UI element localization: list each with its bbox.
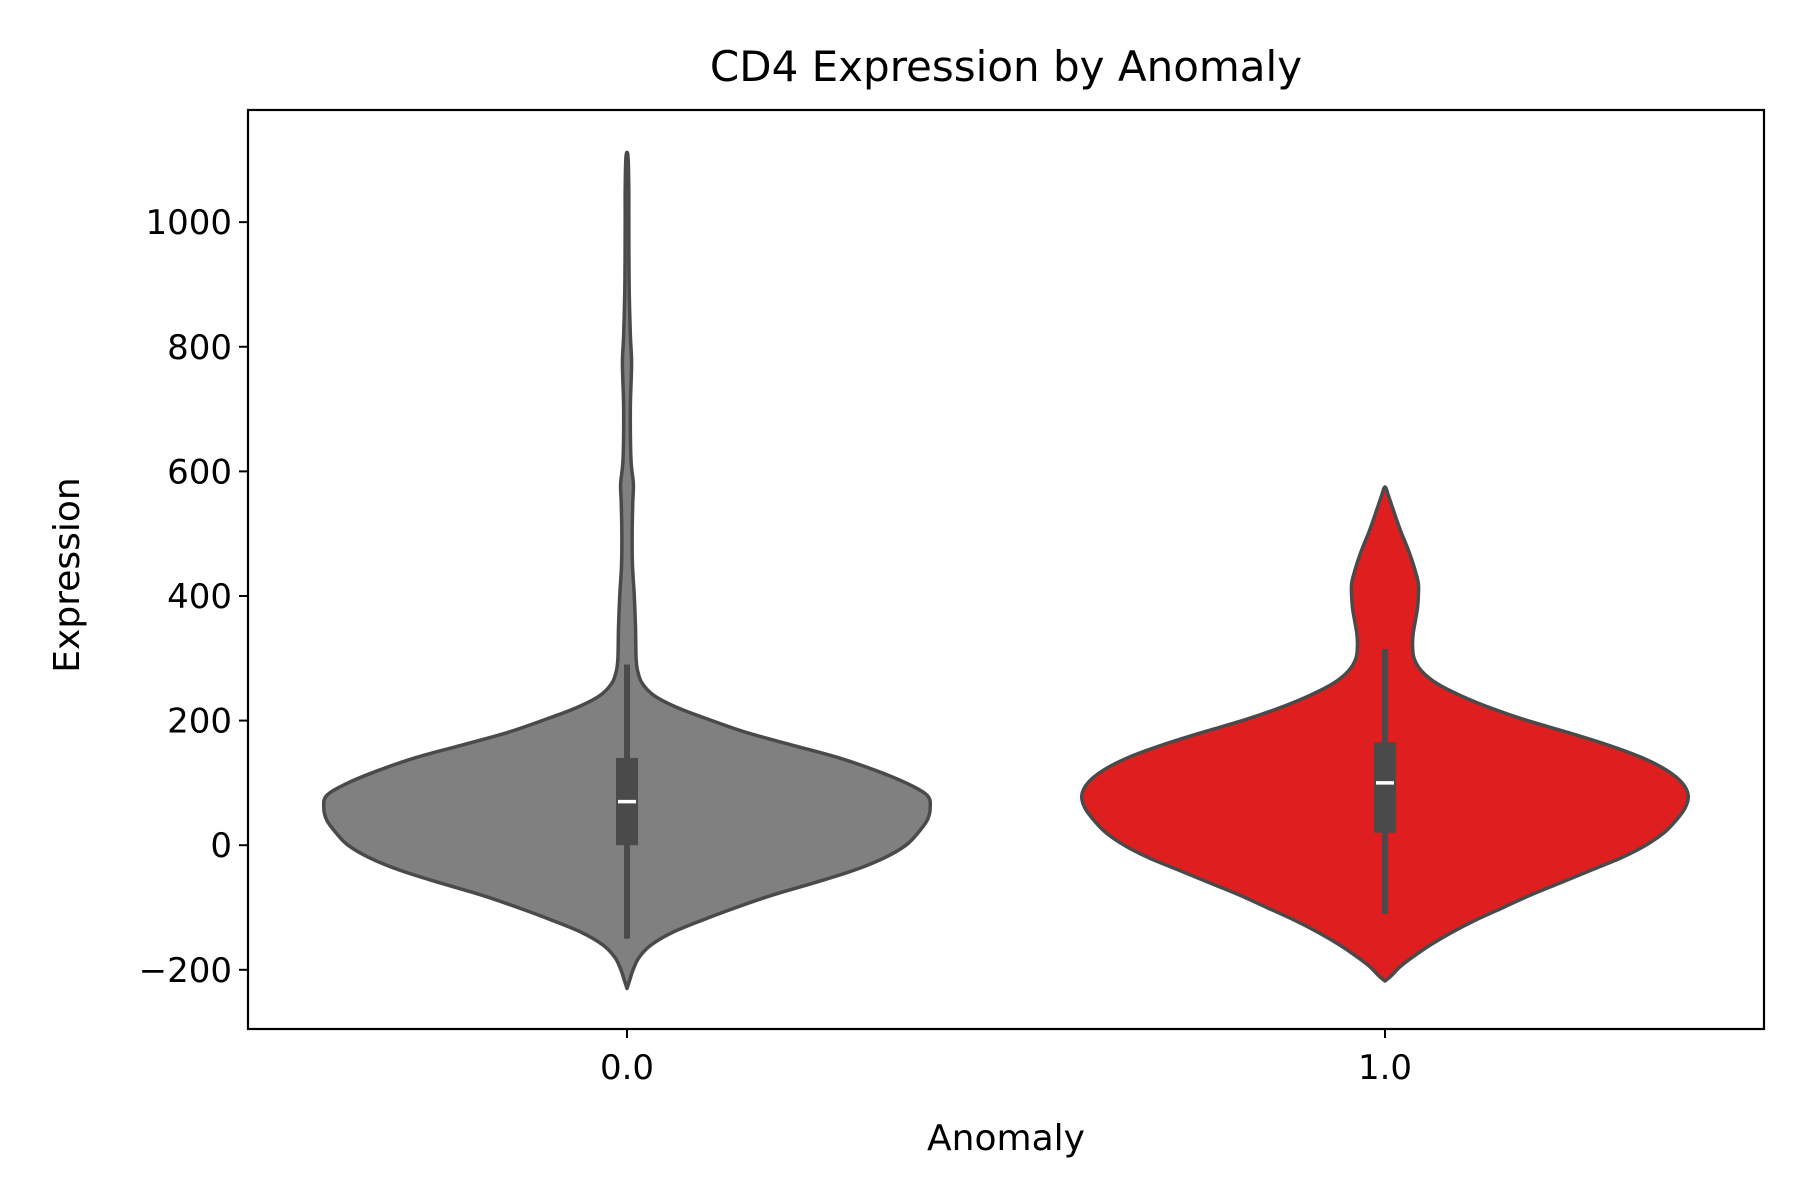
y-tick-label: 0 bbox=[210, 826, 232, 866]
chart-title: CD4 Expression by Anomaly bbox=[710, 42, 1302, 91]
violin-body-0.0 bbox=[321, 150, 933, 991]
y-tick-label: 400 bbox=[167, 577, 232, 617]
plot-frame bbox=[246, 108, 1766, 1031]
plot-area bbox=[321, 150, 1691, 991]
violin-iqr-box-1.0 bbox=[1374, 742, 1396, 833]
x-axis-title: Anomaly bbox=[927, 1118, 1085, 1159]
y-tick-label: 600 bbox=[167, 452, 232, 492]
y-tick-label: 1000 bbox=[145, 203, 232, 243]
x-tick-label: 1.0 bbox=[1358, 1048, 1412, 1088]
x-tick-label: 0.0 bbox=[600, 1048, 654, 1088]
violin-group-0.0 bbox=[321, 150, 933, 991]
y-tick-label: 800 bbox=[167, 328, 232, 368]
y-tick-label: −200 bbox=[139, 951, 232, 991]
violin-group-1.0 bbox=[1079, 485, 1691, 983]
y-tick-label: 200 bbox=[167, 702, 232, 742]
axes: −200 0 200 400 600 800 1000 0.0 1.0 bbox=[139, 108, 1766, 1088]
y-axis-title: Expression bbox=[47, 477, 88, 672]
